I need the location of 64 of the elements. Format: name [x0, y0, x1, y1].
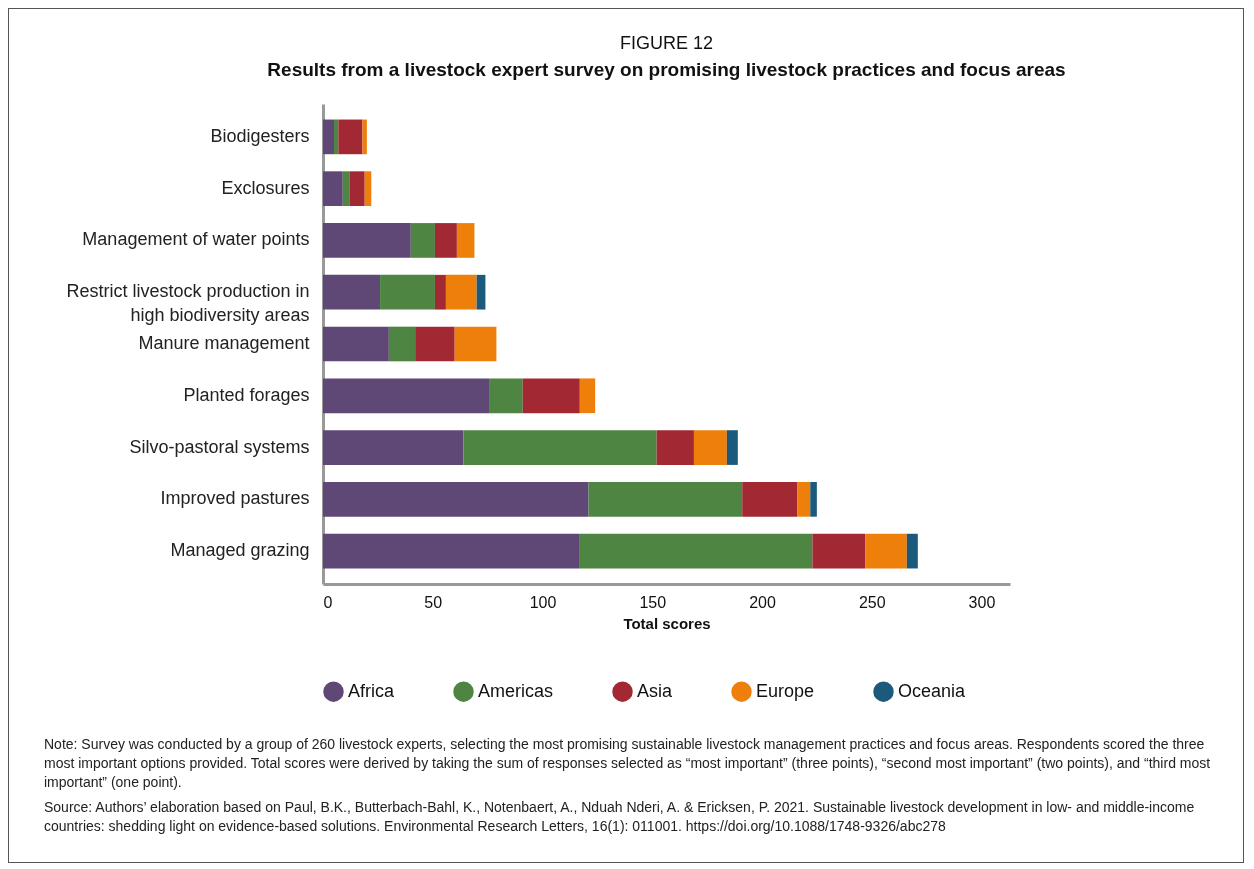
bar	[323, 119, 334, 155]
bar	[588, 481, 743, 517]
bar	[338, 119, 363, 155]
bar	[342, 171, 350, 207]
text: Note: Survey was conducted by a group of 260 livestock experts, selecting the most promising sustainable livestock management practices and focus areas. Respondents scored the three most important options provided. Total scores were derived by taking the sum of responses selected as “most important” (three points), “second most important” (two points), and “third most important” (one point).	[44, 735, 1212, 792]
bar	[489, 378, 523, 414]
y-tick-label: Managed grazing	[170, 540, 310, 561]
bar	[522, 378, 580, 414]
x-tick-label: 0	[323, 593, 333, 611]
bar	[323, 274, 381, 310]
chart-title: FIGURE 12	[619, 33, 714, 53]
x-tick-label: 100	[529, 593, 557, 611]
y-tick-label: Planted forages	[183, 384, 310, 405]
legend-label: Asia	[637, 680, 673, 701]
bar	[463, 430, 657, 465]
bar	[434, 274, 446, 310]
y-tick-label: Biodigesters	[210, 125, 310, 146]
legend-label: Americas	[478, 680, 554, 701]
x-axis-title: Total scores	[623, 614, 711, 632]
bar	[364, 171, 372, 207]
source-note: Source: Authors’ elaboration based on Paul, B.K., Butterbach-Bahl, K., Notenbaert, A., Nduah Nderi, A. & Ericksen, P. 2021. Sustainable livestock development in low- and middle-income countries: shedding light on evidence-based solutions. Environmental Research Letters, 16(1): 011001. https://doi.org/10.1088/1748-9326/abc278	[44, 798, 1196, 836]
bar	[388, 326, 416, 362]
y-tick-label: Exclosures	[221, 177, 310, 198]
bar	[797, 481, 811, 517]
x-tick-label: 200	[749, 593, 776, 611]
bar	[906, 533, 918, 569]
y-tick-label: Restrict livestock production in high biodiversity areas	[66, 281, 310, 326]
bar	[693, 430, 727, 465]
bar	[323, 223, 411, 258]
bar	[380, 274, 435, 310]
chart-subtitle: Results from a livestock expert survey on promising livestock practices and focus areas	[267, 59, 1066, 80]
bar	[810, 481, 817, 517]
bar	[865, 533, 907, 569]
y-tick-label: Silvo-pastoral systems	[129, 436, 310, 457]
bar	[415, 326, 455, 362]
legend-label: Oceania	[898, 680, 967, 701]
bar	[410, 223, 435, 258]
bar	[323, 378, 490, 414]
bar	[323, 533, 580, 569]
bar	[476, 274, 486, 310]
x-tick-label: 250	[858, 593, 886, 611]
bar	[454, 326, 497, 362]
bar	[579, 378, 596, 414]
y-tick-label: Management of water points	[82, 229, 310, 250]
bar	[434, 223, 457, 258]
bar	[323, 326, 389, 362]
bar	[579, 533, 813, 569]
bar	[656, 430, 694, 465]
y-tick-label: Manure management	[138, 333, 310, 353]
x-tick-label: 150	[639, 593, 667, 611]
bar	[812, 533, 866, 569]
bar	[726, 430, 738, 465]
x-tick-label: 50	[424, 593, 443, 611]
bar	[349, 171, 365, 207]
legend-label: Africa	[348, 680, 395, 701]
bar	[323, 171, 343, 207]
bar	[456, 223, 475, 258]
bar	[323, 430, 464, 465]
y-tick-label: Improved pastures	[160, 488, 310, 509]
bar	[323, 481, 589, 517]
bar	[742, 481, 798, 517]
legend-label: Europe	[756, 680, 815, 701]
bar	[445, 274, 477, 310]
x-tick-label: 300	[968, 593, 996, 611]
